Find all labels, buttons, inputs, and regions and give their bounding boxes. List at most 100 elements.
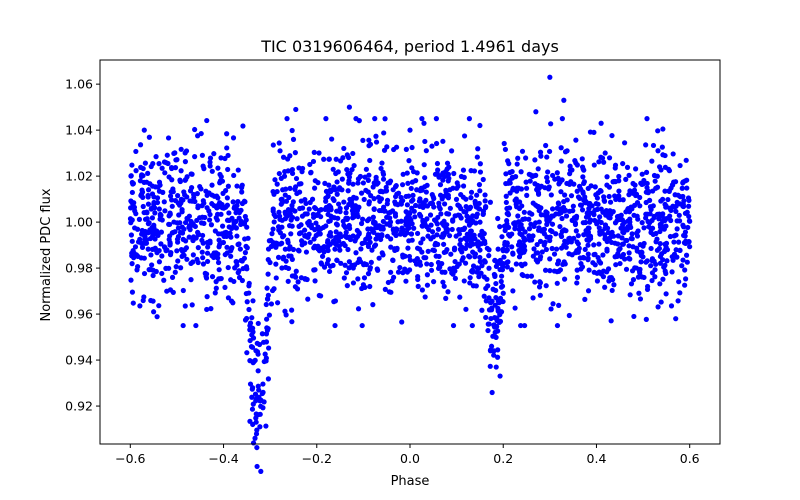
y-tick-label: 1.04	[65, 123, 93, 138]
data-point	[585, 255, 591, 261]
data-point	[580, 220, 586, 226]
data-point	[497, 224, 503, 230]
data-point	[224, 202, 231, 208]
data-point	[279, 196, 285, 202]
data-point	[684, 259, 690, 265]
data-point	[341, 145, 347, 152]
data-point	[417, 246, 423, 252]
data-point	[256, 387, 262, 393]
data-point	[233, 218, 239, 225]
data-point	[289, 127, 295, 134]
data-point	[595, 201, 601, 207]
data-point	[225, 166, 231, 173]
data-point	[476, 200, 482, 207]
data-point	[368, 259, 374, 265]
data-point	[476, 182, 483, 188]
data-point	[495, 246, 501, 252]
data-point	[288, 231, 294, 237]
data-point	[628, 281, 635, 287]
data-point	[677, 162, 683, 169]
data-point	[405, 225, 411, 231]
data-point	[285, 239, 291, 246]
data-point	[639, 220, 645, 226]
data-point	[660, 218, 666, 224]
data-point	[660, 196, 666, 202]
data-point	[526, 226, 533, 232]
data-point	[161, 277, 167, 283]
data-point	[355, 306, 362, 312]
data-point	[282, 246, 288, 252]
data-point	[215, 165, 221, 171]
data-point	[250, 440, 257, 446]
data-point	[266, 238, 272, 244]
x-tick-label: 0.2	[493, 451, 513, 466]
data-point	[489, 389, 495, 396]
data-point	[190, 259, 196, 265]
data-point	[173, 264, 179, 270]
data-point	[200, 255, 206, 261]
data-point	[149, 246, 156, 252]
data-point	[635, 228, 641, 234]
data-point	[457, 237, 464, 243]
data-point	[437, 182, 444, 188]
x-tick-label: −0.2	[302, 451, 332, 466]
data-point	[149, 183, 156, 189]
data-point	[378, 165, 384, 172]
data-point	[180, 322, 186, 329]
data-point	[254, 427, 260, 433]
data-point	[470, 241, 476, 247]
data-point	[286, 246, 292, 252]
data-point	[235, 270, 241, 276]
data-point	[369, 247, 375, 253]
y-tick-label: 0.96	[65, 307, 93, 322]
data-point	[553, 231, 559, 237]
data-point	[149, 215, 156, 221]
data-point	[660, 126, 666, 132]
data-point	[433, 253, 439, 259]
data-point	[681, 224, 687, 230]
data-point	[250, 298, 256, 304]
data-point	[151, 222, 157, 228]
data-point	[207, 155, 214, 161]
data-point	[657, 241, 663, 247]
data-point	[521, 249, 527, 255]
data-point	[640, 243, 646, 249]
data-point	[532, 181, 538, 187]
data-point	[585, 185, 591, 192]
data-point	[650, 203, 656, 209]
data-point	[548, 306, 554, 312]
data-point	[506, 161, 512, 167]
data-point	[338, 260, 344, 266]
data-point	[349, 208, 356, 214]
data-point	[180, 287, 186, 294]
data-point	[424, 261, 430, 267]
data-point	[145, 192, 151, 199]
data-point	[640, 181, 646, 187]
data-point	[548, 121, 554, 127]
data-point	[283, 264, 289, 270]
data-point	[477, 258, 483, 265]
data-point	[516, 185, 522, 191]
data-point	[164, 288, 170, 294]
data-point	[147, 227, 153, 233]
data-point	[430, 234, 436, 240]
data-point	[242, 236, 248, 242]
data-point	[502, 146, 509, 153]
data-point	[178, 246, 185, 253]
data-point	[461, 133, 468, 139]
data-point	[414, 256, 420, 262]
data-point	[331, 197, 337, 203]
data-point	[228, 298, 235, 304]
data-point	[587, 233, 594, 239]
data-point	[458, 191, 464, 198]
data-point	[203, 188, 209, 194]
data-point	[473, 220, 479, 226]
data-point	[330, 166, 336, 172]
data-point	[595, 254, 601, 261]
data-point	[219, 178, 226, 184]
data-point	[477, 219, 483, 225]
data-point	[276, 213, 283, 219]
data-point	[142, 236, 148, 243]
data-point	[647, 219, 653, 226]
data-point	[181, 189, 187, 195]
